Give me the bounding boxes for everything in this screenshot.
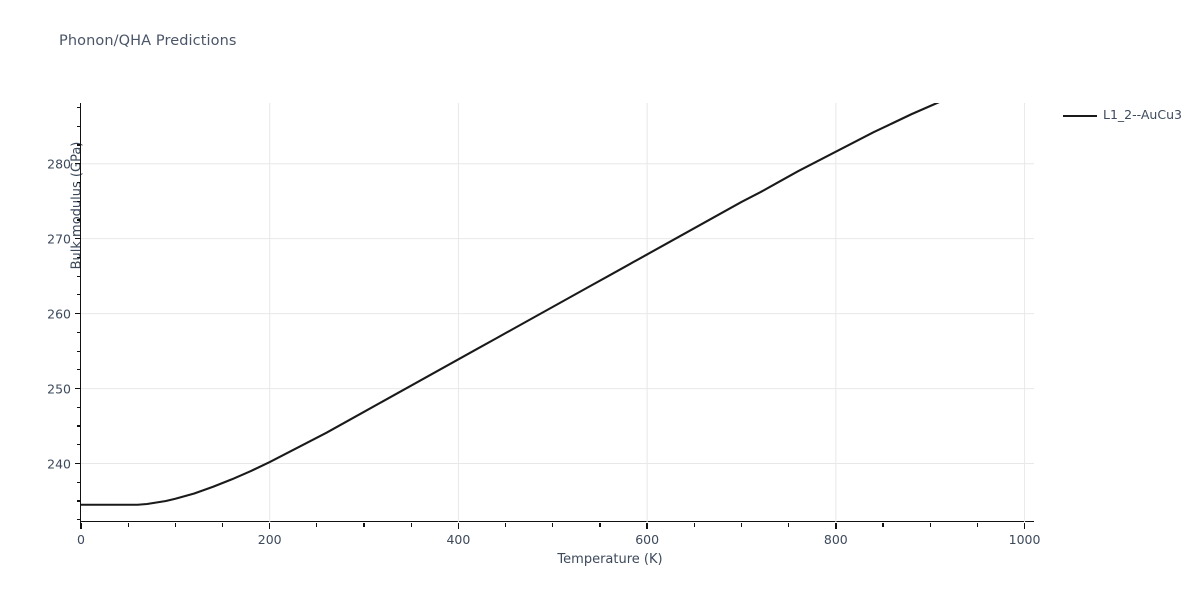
axis-tick	[976, 523, 978, 527]
axis-tick	[363, 523, 365, 527]
axis-tick	[552, 523, 554, 527]
x-tick-label: 600	[635, 532, 660, 547]
axis-tick	[221, 523, 224, 527]
axis-tick	[75, 312, 81, 315]
axis-tick	[77, 481, 81, 483]
axis-tick	[929, 523, 931, 527]
y-tick-label: 280	[47, 156, 71, 172]
axis-tick	[835, 523, 837, 529]
axis-tick	[505, 523, 507, 527]
chart-title: Phonon/QHA Predictions	[59, 33, 237, 49]
axis-tick	[740, 523, 743, 527]
x-tick-label: 400	[446, 532, 471, 547]
axis-tick	[75, 462, 81, 465]
axis-tick	[269, 523, 271, 529]
axis-tick	[77, 425, 81, 427]
y-tick-label: 260	[47, 306, 71, 322]
axis-tick	[77, 350, 81, 352]
axis-tick	[77, 181, 81, 184]
axis-tick	[77, 125, 81, 127]
y-tick-label: 240	[47, 456, 71, 472]
axis-tick	[599, 523, 601, 527]
axis-tick	[77, 331, 81, 333]
x-tick-label: 0	[77, 532, 85, 547]
axis-tick	[77, 444, 81, 446]
axis-tick	[77, 294, 81, 296]
axis-tick	[127, 523, 129, 527]
x-tick-label: 800	[823, 532, 848, 547]
axis-tick	[80, 523, 82, 529]
axis-tick	[77, 406, 81, 408]
axis-tick	[882, 523, 884, 527]
axis-tick	[77, 219, 81, 221]
axis-tick	[77, 275, 81, 277]
axis-tick	[75, 237, 81, 240]
axis-tick	[77, 519, 81, 521]
plot-canvas	[81, 103, 1034, 522]
axis-tick	[316, 523, 318, 527]
axis-tick	[77, 144, 81, 146]
legend-swatch-line	[1063, 115, 1097, 118]
x-tick-label: 200	[257, 532, 282, 547]
axis-tick	[1023, 523, 1026, 529]
axis-tick	[457, 523, 460, 529]
x-tick-label: 1000	[1008, 532, 1041, 547]
x-axis-label: Temperature (K)	[557, 552, 663, 567]
axis-tick	[646, 523, 648, 529]
axis-tick	[77, 106, 81, 109]
axis-tick	[174, 523, 176, 527]
y-tick-label: 250	[47, 381, 71, 397]
axis-tick	[75, 387, 81, 390]
axis-tick	[77, 200, 81, 202]
axis-tick	[77, 369, 81, 371]
axis-tick	[75, 163, 81, 165]
y-tick-label: 270	[47, 231, 71, 247]
axis-tick	[77, 256, 81, 258]
axis-tick	[788, 523, 790, 527]
axis-tick	[77, 500, 81, 502]
plot-area	[81, 103, 1034, 522]
axis-tick	[410, 523, 412, 527]
legend-entry-label: L1_2--AuCu3	[1103, 107, 1182, 122]
x-axis-spine	[80, 521, 1034, 523]
axis-tick	[693, 523, 695, 527]
